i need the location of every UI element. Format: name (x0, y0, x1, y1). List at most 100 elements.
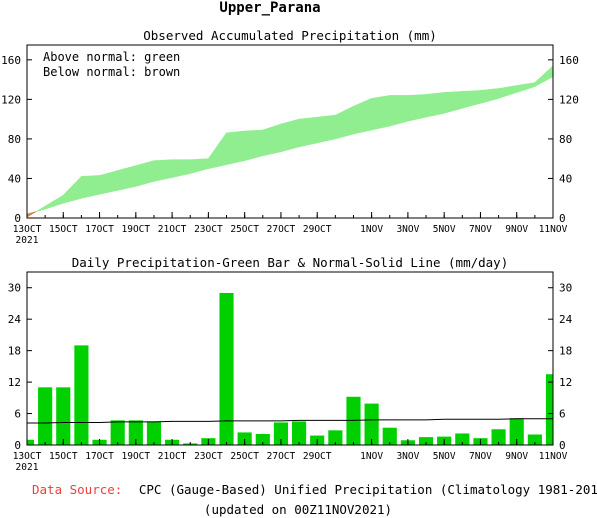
data-source-line: Data Source: CPC (Gauge-Based) Unified P… (32, 482, 597, 497)
above-normal-area-segment (407, 94, 427, 122)
above-normal-area-segment (99, 170, 118, 195)
daily-precip-bar (237, 432, 252, 445)
above-normal-area-segment (135, 160, 155, 187)
above-normal-area-segment (534, 65, 554, 88)
y-tick-label-left: 6 (14, 408, 21, 421)
x-tick-label: 15OCT (49, 224, 78, 235)
y-tick-label-right: 18 (559, 345, 572, 358)
x-tick-label: 9NOV (505, 224, 528, 235)
daily-precip-bar (418, 437, 434, 445)
normal-daily-line (27, 418, 553, 424)
x-tick-label: 3NOV (396, 451, 419, 462)
daily-chart-title: Daily Precipitation-Green Bar & Normal-S… (72, 255, 509, 270)
data-source-text: CPC (Gauge-Based) Unified Precipitation … (139, 482, 597, 497)
daily-precip-bar (255, 433, 270, 445)
accumulated-chart-title: Observed Accumulated Precipitation (mm) (143, 28, 437, 43)
daily-precip-bar (146, 421, 162, 445)
x-tick-label: 11NOV (539, 451, 568, 462)
data-source-label: Data Source: (32, 482, 122, 497)
x-tick-label: 25OCT (230, 224, 259, 235)
x-tick-label: 23OCT (194, 451, 223, 462)
y-tick-label-right: 40 (559, 172, 572, 185)
above-normal-area-segment (35, 205, 46, 212)
x-tick-label: 29OCT (303, 224, 332, 235)
daily-precip-bar (346, 396, 361, 445)
above-normal-area-segment (208, 132, 227, 169)
y-tick-label-left: 40 (8, 172, 21, 185)
above-normal-area-segment (153, 159, 173, 182)
accumulated-area-layer (26, 65, 554, 218)
above-normal-area-segment (389, 95, 409, 127)
above-normal-area-segment (425, 92, 445, 118)
x-tick-label: 29OCT (303, 451, 332, 462)
above-normal-area-segment (44, 194, 64, 210)
accumulated-plot-frame (26, 44, 554, 219)
above-normal-area-segment (244, 129, 264, 162)
above-normal-area-segment (262, 123, 282, 157)
x-tick-label: 15OCT (49, 451, 78, 462)
y-tick-label-left: 0 (14, 439, 21, 452)
x-tick-label: 27OCT (267, 224, 296, 235)
above-normal-area-segment (171, 159, 191, 178)
x-tick-label: 3NOV (396, 224, 419, 235)
y-tick-label-left: 30 (8, 282, 21, 295)
x-tick-label: 21OCT (158, 451, 187, 462)
daily-precip-bar (56, 387, 71, 445)
main-title: Upper_Parana (219, 0, 320, 16)
above-normal-area-segment (462, 90, 481, 109)
above-normal-area-segment (189, 158, 209, 174)
y-tick-label-left: 24 (8, 313, 22, 326)
above-normal-area-segment (280, 118, 300, 153)
daily-precip-bar (527, 434, 542, 445)
x-tick-label: 23OCT (194, 224, 223, 235)
x-tick-label: 11NOV (539, 224, 568, 235)
y-tick-label-right: 0 (559, 439, 566, 452)
accumulated-axes: 0 0 40 40 80 80 120 120 160 160 13OCT 15OCT 17OCT 19O… (1, 54, 579, 246)
y-tick-label-left: 12 (8, 376, 21, 389)
above-normal-area-segment (516, 82, 536, 93)
x-tick-label: 17OCT (85, 451, 114, 462)
below-normal-area-segment (26, 211, 37, 218)
y-tick-label-left: 18 (8, 345, 21, 358)
daily-precip-bar (128, 420, 143, 445)
x-tick-label: 17OCT (85, 224, 114, 235)
x-year-label: 2021 (16, 235, 39, 246)
above-normal-area-segment (316, 114, 336, 144)
x-tick-label: 13OCT (13, 224, 42, 235)
daily-precip-bar (455, 433, 470, 445)
updated-timestamp: (updated on 00Z11NOV2021) (204, 502, 392, 517)
x-tick-label: 27OCT (267, 451, 296, 462)
daily-plot-frame (26, 271, 554, 446)
daily-precip-bar (545, 374, 553, 445)
above-normal-area-segment (117, 165, 137, 191)
daily-precip-bar (110, 420, 125, 445)
daily-normal-line-layer (27, 418, 553, 424)
daily-axes: 0 0 6 6 12 12 18 18 24 24 30 30 13OCT 15OCT 17OCT 19OCT… (8, 282, 573, 473)
y-tick-label-left: 160 (1, 54, 21, 67)
x-tick-label: 1NOV (360, 451, 383, 462)
y-tick-label-left: 0 (14, 212, 21, 225)
daily-precip-bar (491, 429, 506, 445)
above-normal-area-segment (353, 97, 372, 135)
daily-precip-bar (273, 422, 289, 445)
daily-precipitation-chart: Daily Precipitation-Green Bar & Normal-S… (8, 255, 573, 473)
y-tick-label-left: 80 (8, 133, 21, 146)
above-normal-area-segment (480, 88, 499, 104)
x-tick-label: 5NOV (433, 451, 456, 462)
x-tick-label: 19OCT (122, 451, 151, 462)
above-normal-area-segment (335, 105, 354, 140)
above-normal-area-segment (371, 95, 391, 131)
daily-precip-bar (509, 418, 524, 445)
x-tick-label: 25OCT (230, 451, 259, 462)
y-tick-label-right: 30 (559, 282, 572, 295)
daily-precip-bar (382, 427, 397, 445)
y-tick-label-left: 120 (1, 93, 21, 106)
daily-precip-bar (291, 421, 307, 445)
above-normal-area-segment (443, 91, 463, 114)
legend-above-normal: Above normal: green (43, 50, 180, 64)
above-normal-area-segment (498, 85, 518, 99)
x-tick-label: 21OCT (158, 224, 187, 235)
legend-below-normal: Below normal: brown (43, 65, 180, 79)
y-tick-label-right: 24 (559, 313, 573, 326)
